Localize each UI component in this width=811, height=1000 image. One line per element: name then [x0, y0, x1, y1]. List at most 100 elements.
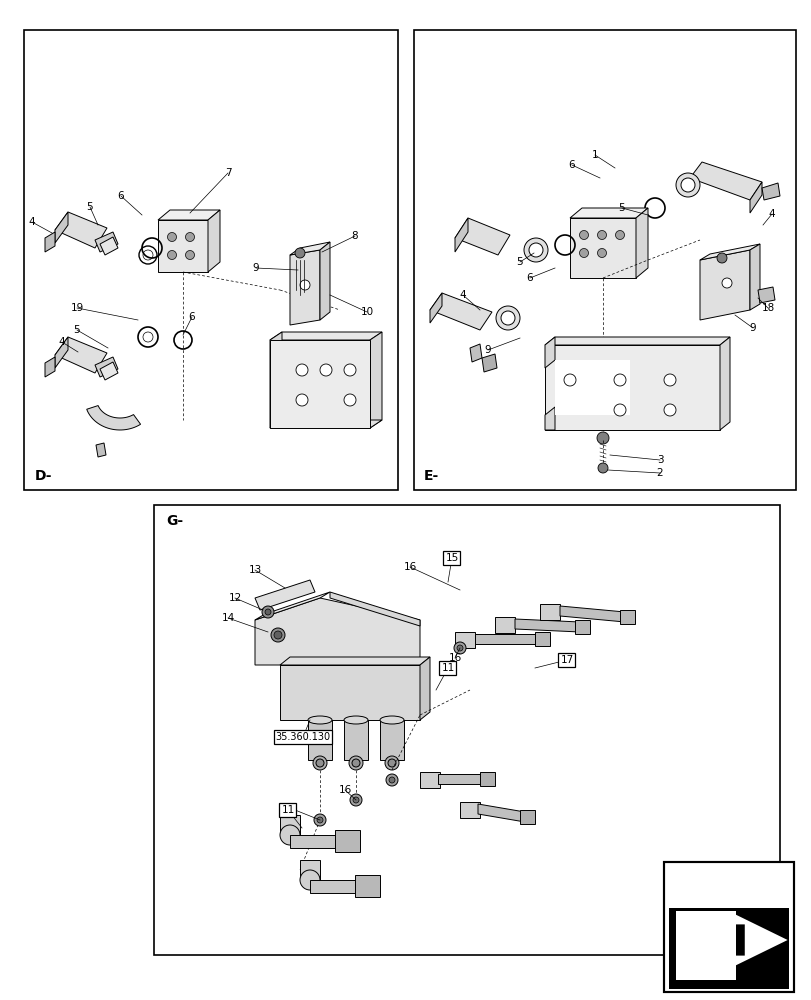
Polygon shape [270, 332, 281, 428]
Polygon shape [419, 772, 440, 788]
Circle shape [351, 759, 359, 767]
Circle shape [349, 756, 363, 770]
Polygon shape [310, 880, 359, 893]
Polygon shape [757, 287, 774, 303]
Polygon shape [55, 212, 68, 243]
Polygon shape [460, 802, 479, 818]
Polygon shape [437, 774, 484, 784]
Polygon shape [100, 362, 118, 380]
Text: 9: 9 [749, 323, 755, 333]
Circle shape [271, 628, 285, 642]
Polygon shape [158, 210, 220, 220]
Text: 13: 13 [248, 565, 261, 575]
Circle shape [315, 759, 324, 767]
Polygon shape [482, 354, 496, 372]
Polygon shape [761, 183, 779, 200]
Polygon shape [719, 337, 729, 430]
Circle shape [453, 642, 466, 654]
Circle shape [280, 825, 299, 845]
Polygon shape [478, 804, 525, 822]
Polygon shape [95, 232, 118, 252]
Circle shape [388, 777, 394, 783]
Polygon shape [470, 344, 482, 362]
Polygon shape [569, 208, 647, 218]
Polygon shape [519, 810, 534, 824]
Polygon shape [554, 360, 629, 415]
Polygon shape [280, 665, 419, 720]
Text: 6: 6 [118, 191, 124, 201]
Bar [24, 30, 397, 490]
Polygon shape [280, 815, 299, 835]
Text: 10: 10 [360, 307, 373, 317]
Polygon shape [370, 332, 381, 428]
Polygon shape [676, 911, 735, 980]
Circle shape [262, 606, 273, 618]
Text: 17: 17 [560, 655, 573, 665]
Circle shape [264, 609, 271, 615]
Polygon shape [419, 657, 430, 720]
Polygon shape [479, 772, 495, 786]
Text: 11: 11 [441, 663, 454, 673]
Text: 9: 9 [484, 345, 491, 355]
Circle shape [579, 231, 588, 239]
Text: 15: 15 [444, 553, 458, 563]
Circle shape [299, 870, 320, 890]
Ellipse shape [344, 716, 367, 724]
Polygon shape [430, 293, 441, 323]
Polygon shape [749, 182, 761, 213]
Polygon shape [45, 357, 55, 377]
Text: 16: 16 [338, 785, 351, 795]
Text: 16: 16 [448, 653, 461, 663]
Polygon shape [329, 592, 419, 626]
Text: 5: 5 [618, 203, 624, 213]
Polygon shape [96, 443, 106, 457]
Polygon shape [299, 860, 320, 880]
Circle shape [296, 364, 307, 376]
Circle shape [143, 250, 152, 260]
Polygon shape [749, 244, 759, 310]
Text: 12: 12 [228, 593, 242, 603]
Polygon shape [255, 592, 329, 620]
Text: 7: 7 [225, 168, 231, 178]
Polygon shape [539, 604, 560, 620]
Ellipse shape [380, 716, 404, 724]
Circle shape [320, 364, 332, 376]
Polygon shape [514, 619, 579, 632]
Polygon shape [280, 657, 430, 665]
Polygon shape [454, 218, 467, 252]
Polygon shape [454, 218, 509, 255]
Text: 6: 6 [188, 312, 195, 322]
Text: 6: 6 [568, 160, 575, 170]
Text: 16: 16 [403, 562, 416, 572]
Circle shape [613, 374, 625, 386]
Circle shape [613, 404, 625, 416]
Text: 5: 5 [74, 325, 80, 335]
Circle shape [528, 243, 543, 257]
Circle shape [299, 280, 310, 290]
Circle shape [523, 238, 547, 262]
Text: 4: 4 [58, 337, 65, 347]
Polygon shape [668, 984, 788, 989]
Text: G-: G- [166, 514, 183, 528]
Circle shape [353, 797, 358, 803]
Text: 5: 5 [516, 257, 522, 267]
Polygon shape [635, 208, 647, 278]
Text: 5: 5 [87, 202, 93, 212]
Circle shape [663, 404, 676, 416]
Text: 4: 4 [28, 217, 35, 227]
Text: 11: 11 [281, 805, 294, 815]
Polygon shape [495, 617, 514, 633]
Text: 14: 14 [221, 613, 234, 623]
Polygon shape [534, 632, 549, 646]
Polygon shape [620, 610, 634, 624]
Polygon shape [689, 162, 761, 200]
Bar [663, 862, 793, 992]
Circle shape [385, 774, 397, 786]
Text: 6: 6 [526, 273, 533, 283]
Text: 18: 18 [761, 303, 774, 313]
Polygon shape [380, 720, 404, 760]
Ellipse shape [307, 716, 332, 724]
Polygon shape [699, 244, 759, 260]
Text: 2: 2 [656, 468, 663, 478]
Polygon shape [255, 580, 315, 610]
